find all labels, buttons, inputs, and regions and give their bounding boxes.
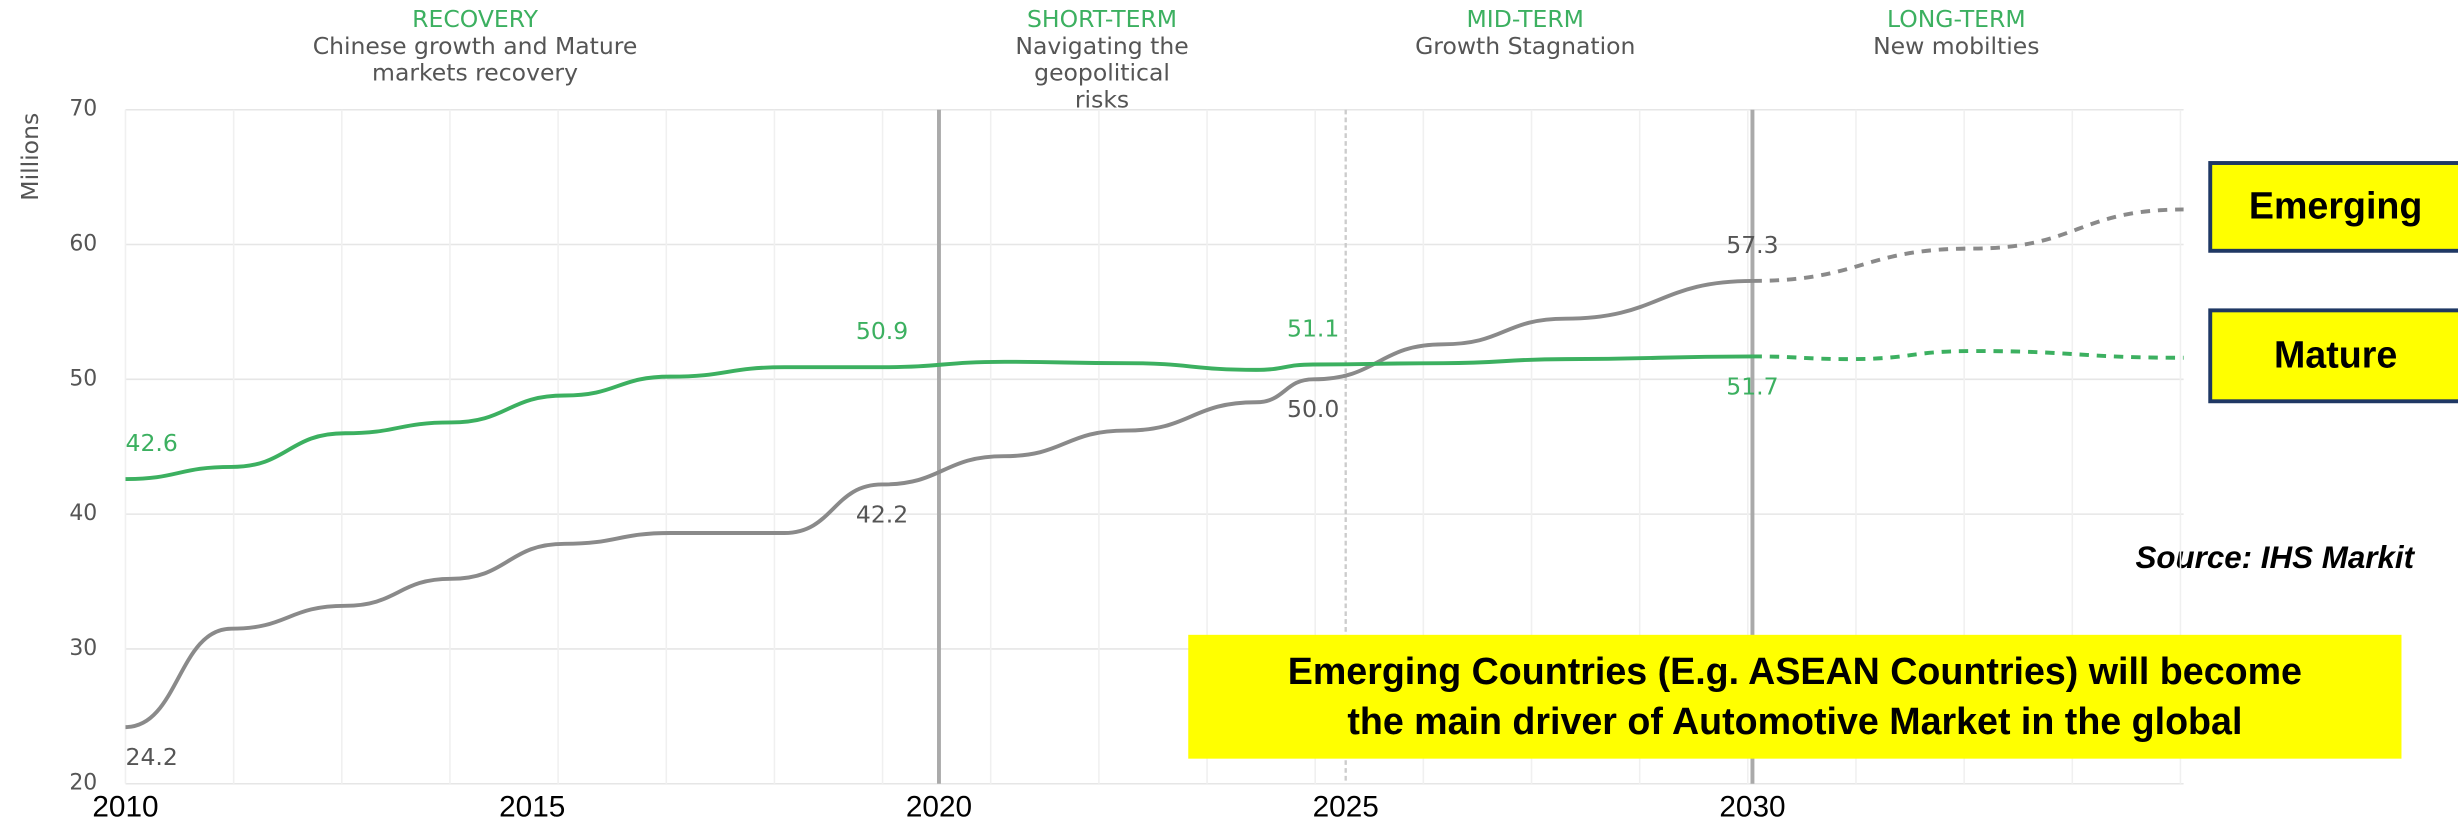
value-label: 42.6: [125, 429, 177, 457]
callout-text: Emerging Countries (E.g. ASEAN Countries…: [1288, 650, 2302, 692]
y-tick-label: 60: [69, 232, 97, 257]
y-tick-label: 20: [69, 771, 97, 796]
phase-subtitle: Chinese growth and Mature markets recover…: [313, 32, 638, 87]
x-tick-label: 2020: [906, 791, 972, 824]
value-label: 51.1: [1287, 315, 1339, 343]
series-line: [125, 354, 1753, 482]
callout-text: the main driver of Automotive Market in …: [1347, 700, 2242, 742]
legend-label: Emerging: [2249, 184, 2422, 226]
y-tick-label: 40: [69, 501, 97, 526]
phase-subtitle: Navigating the geopolitical risks: [1015, 32, 1188, 113]
phase-subtitle-line: New mobilties: [1873, 32, 2039, 60]
phase-title: MID-TERM: [1467, 5, 1584, 33]
phase-subtitle-line: markets recovery: [372, 58, 578, 86]
phase-subtitle-line: geopolitical: [1034, 58, 1170, 86]
source: Source: IHS Markit: [2135, 540, 2415, 575]
phase-title: SHORT-TERM: [1027, 5, 1177, 33]
value-label: 24.2: [125, 743, 177, 771]
series-line: [125, 278, 1753, 730]
value-label: 51.7: [1726, 372, 1778, 400]
x-tick-label: 2010: [92, 791, 158, 824]
y-tick-label: 50: [69, 366, 97, 391]
series-line: [1752, 207, 2184, 283]
y-tick-label: 70: [69, 97, 97, 122]
value-label: 50.0: [1287, 395, 1339, 423]
legend-box: [2208, 161, 2458, 253]
phase-title: LONG-TERM: [1887, 5, 2026, 33]
phase-title: RECOVERY: [412, 5, 538, 33]
y-tick-label: 30: [69, 636, 97, 661]
phase-subtitle-line: Navigating the: [1015, 32, 1188, 60]
value-label: 57.3: [1726, 231, 1778, 259]
legend-label: Mature: [2274, 333, 2397, 375]
value-label: 50.9: [856, 317, 908, 345]
x-tick-label: 2030: [1719, 791, 1785, 824]
phase-subtitle-line: Chinese growth and Mature: [313, 32, 638, 60]
phase-subtitle: New mobilties: [1873, 32, 2039, 60]
callout-box: [1188, 634, 2402, 759]
legend-box: [2208, 308, 2458, 404]
x-tick-label: 2025: [1313, 791, 1379, 824]
value-label: 42.2: [856, 500, 908, 528]
phase-subtitle-line: Growth Stagnation: [1415, 32, 1635, 60]
series-line: [1752, 349, 2184, 362]
x-tick-label: 2015: [499, 791, 565, 824]
phase-subtitle: Growth Stagnation: [1415, 32, 1635, 60]
y-axis-label: Millions: [16, 113, 44, 201]
phase-subtitle-line: risks: [1075, 85, 1129, 113]
